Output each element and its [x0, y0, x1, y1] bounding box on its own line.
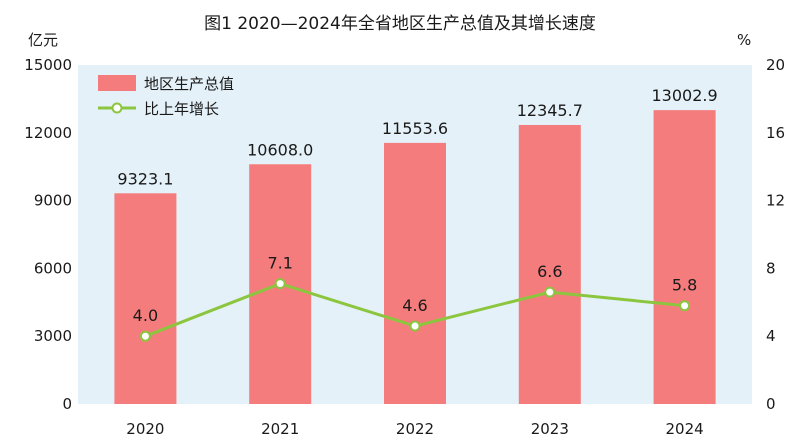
growth-value-label: 4.0 — [133, 306, 158, 325]
bar-2022 — [384, 142, 446, 404]
x-tick-label: 2020 — [126, 420, 164, 438]
left-tick-label: 3000 — [34, 327, 72, 345]
legend-bar-label: 地区生产总值 — [144, 75, 234, 93]
bar-value-label: 11553.6 — [382, 119, 448, 138]
bar-value-label: 12345.7 — [517, 101, 583, 120]
x-tick-label: 2023 — [531, 420, 569, 438]
growth-point-2021 — [274, 278, 286, 290]
right-tick-label: 16 — [766, 124, 785, 142]
growth-point-2023 — [544, 286, 556, 298]
x-tick-label: 2021 — [261, 420, 299, 438]
left-tick-label: 15000 — [24, 56, 72, 74]
right-tick-label: 0 — [766, 395, 776, 413]
growth-point-2022 — [409, 320, 421, 332]
x-tick-label: 2022 — [396, 420, 434, 438]
left-tick-label: 0 — [62, 395, 72, 413]
left-axis: 0 3000 6000 9000 12000 15000 — [24, 56, 72, 413]
growth-value-label: 5.8 — [672, 276, 697, 295]
bar-2023 — [518, 124, 581, 404]
legend: 地区生产总值 比上年增长 — [98, 75, 234, 118]
left-tick-label: 12000 — [24, 124, 72, 142]
bar-value-label: 13002.9 — [652, 86, 718, 105]
right-tick-label: 4 — [766, 327, 776, 345]
x-tick-label: 2024 — [666, 420, 704, 438]
bar-series: 9323.1 10608.0 11553.6 12345.7 13002.9 — [114, 86, 718, 404]
line-series: 4.0 7.1 4.6 6.6 5.8 — [133, 254, 697, 342]
bar-2024 — [653, 110, 716, 404]
legend-line-marker — [111, 102, 123, 114]
left-tick-label: 9000 — [34, 192, 72, 210]
bar-value-label: 9323.1 — [117, 169, 173, 188]
bar-value-label: 10608.0 — [247, 140, 313, 159]
bar-2020 — [114, 193, 177, 404]
left-tick-label: 6000 — [34, 259, 72, 277]
left-axis-unit: 亿元 — [28, 31, 58, 49]
chart-title: 图1 2020—2024年全省地区生产总值及其增长速度 — [204, 14, 596, 34]
growth-point-2020 — [139, 330, 151, 342]
legend-line-label: 比上年增长 — [144, 100, 219, 118]
legend-bar-swatch — [98, 75, 136, 91]
right-tick-label: 8 — [766, 259, 776, 277]
growth-point-2024 — [679, 300, 691, 312]
right-axis: 0 4 8 12 16 20 — [766, 56, 785, 413]
right-tick-label: 20 — [766, 56, 785, 74]
x-axis: 2020 2021 2022 2023 2024 — [126, 420, 703, 438]
right-axis-unit: % — [737, 31, 751, 49]
growth-value-label: 7.1 — [267, 254, 292, 273]
right-tick-label: 12 — [766, 192, 785, 210]
growth-value-label: 4.6 — [402, 296, 427, 315]
growth-value-label: 6.6 — [537, 262, 562, 281]
